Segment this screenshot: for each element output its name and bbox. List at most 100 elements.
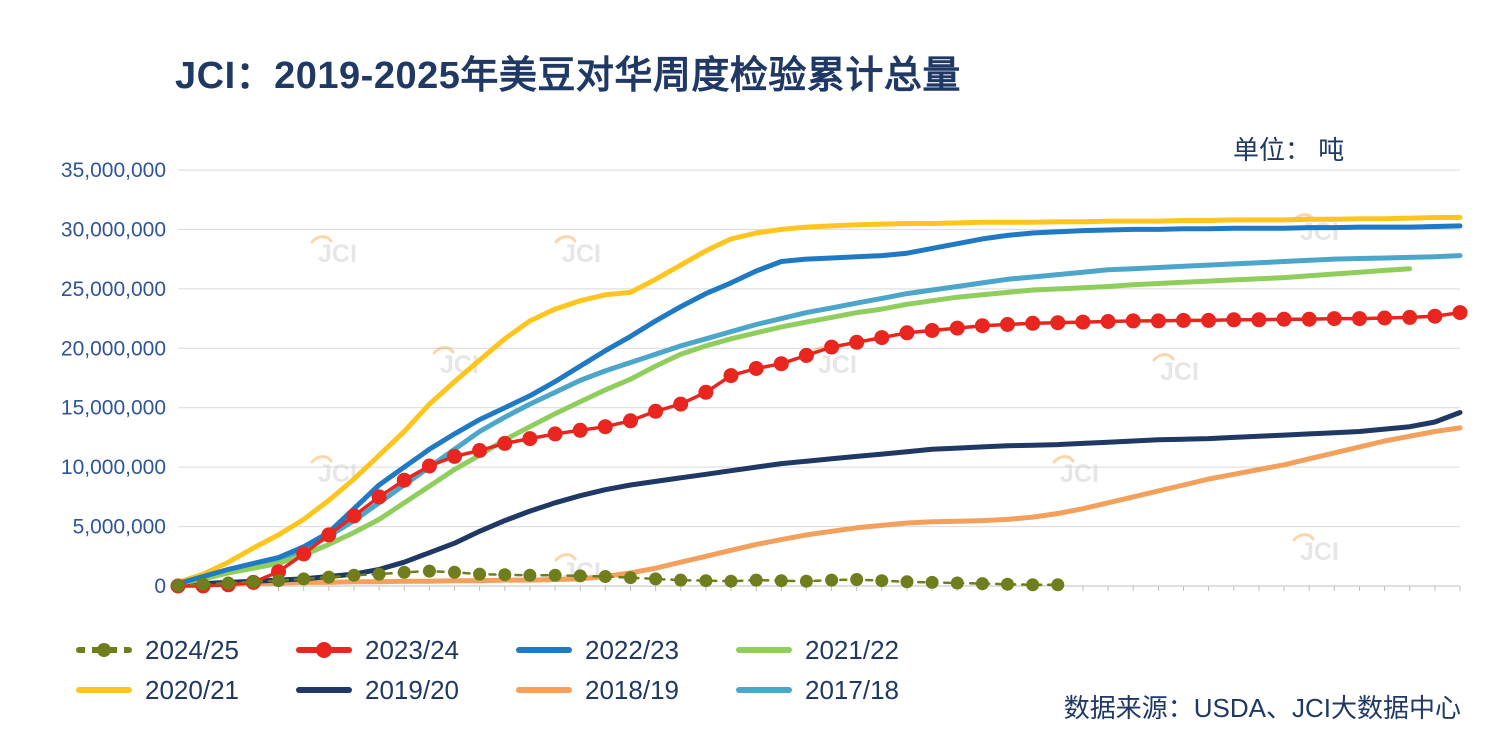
series-marker	[649, 572, 663, 586]
series-marker	[572, 422, 588, 438]
series-marker	[548, 568, 562, 582]
legend-label: 2021/22	[805, 634, 899, 665]
legend-swatch	[516, 647, 572, 653]
jci-watermark: JCI	[310, 455, 357, 488]
series-line	[175, 253, 1463, 585]
legend-swatch	[296, 642, 352, 658]
legend-label: 2020/21	[145, 674, 239, 705]
series-marker	[598, 570, 612, 583]
y-axis-label: 10,000,000	[61, 456, 166, 479]
legend-item-2022-23: 2022/23	[516, 630, 736, 670]
series-marker	[447, 448, 462, 464]
watermark-swoosh-icon	[432, 346, 455, 355]
series-marker	[396, 472, 412, 488]
series-marker	[1176, 312, 1191, 328]
legend-label: 2019/20	[365, 674, 459, 705]
series-marker	[748, 361, 764, 376]
y-axis-label: 35,000,000	[61, 159, 166, 182]
series-marker	[1051, 578, 1065, 592]
series-marker	[346, 508, 362, 524]
legend-swatch	[76, 687, 132, 693]
series-marker	[1326, 311, 1342, 327]
series-marker	[1402, 309, 1418, 325]
legend-item-2023-24: 2023/24	[296, 630, 516, 670]
series-marker	[824, 339, 840, 355]
series-marker	[321, 527, 337, 543]
watermark-text: JCI	[818, 351, 857, 379]
y-axis-label: 30,000,000	[61, 218, 166, 241]
series-marker	[974, 318, 990, 334]
legend-item-2017-18: 2017/18	[736, 670, 956, 710]
series-line	[176, 310, 1462, 588]
legend-swatch	[516, 687, 572, 693]
series-marker	[422, 564, 436, 578]
series-2017-18	[175, 253, 1463, 585]
series-marker	[421, 458, 437, 474]
watermark-swoosh-icon	[1152, 353, 1175, 362]
watermark-text: JCI	[1300, 538, 1339, 566]
series-marker	[723, 368, 739, 384]
series-marker	[749, 573, 763, 587]
legend-item-2018-19: 2018/19	[516, 670, 736, 710]
series-marker	[900, 575, 914, 589]
series-marker	[1201, 312, 1217, 328]
series-marker	[371, 489, 387, 505]
legend-label: 2023/24	[365, 634, 459, 665]
data-source-note: 数据来源：USDA、JCI大数据中心	[1063, 693, 1461, 723]
series-marker	[1226, 312, 1242, 328]
series-marker	[1125, 313, 1141, 329]
series-marker	[874, 330, 890, 346]
series-marker	[674, 573, 688, 587]
series-marker	[949, 320, 965, 336]
series-marker	[975, 577, 989, 591]
series-marker	[522, 431, 538, 447]
series-marker	[1001, 577, 1014, 591]
series-line	[175, 223, 1463, 587]
series-marker	[950, 576, 964, 590]
series-marker	[1075, 314, 1091, 330]
x-axis-ticks	[177, 586, 1461, 591]
jci-watermark: JCI	[1152, 353, 1199, 386]
y-axis-label: 25,000,000	[61, 278, 166, 301]
series-2023-24	[170, 305, 1468, 594]
watermark-swoosh-icon	[554, 553, 577, 562]
legend-item-2024-25: 2024/25	[76, 630, 296, 670]
watermark-text: JCI	[1160, 358, 1199, 386]
series-2018-19	[175, 425, 1463, 588]
jci-watermark: JCI	[554, 235, 601, 268]
series-marker	[1452, 305, 1468, 321]
legend-label: 2022/23	[585, 634, 679, 665]
series-marker	[171, 578, 185, 592]
series-line	[175, 215, 1463, 585]
series-marker	[899, 325, 915, 341]
series-marker	[1427, 308, 1443, 324]
series-marker	[1100, 314, 1116, 329]
series-marker	[472, 443, 488, 458]
legend-swatch	[76, 643, 132, 657]
series-marker	[1025, 315, 1041, 331]
legend-marker-dot	[316, 642, 332, 658]
watermark-text: JCI	[562, 240, 601, 268]
watermark-text: JCI	[1060, 460, 1099, 488]
series-marker	[498, 568, 512, 582]
series-marker	[221, 576, 235, 590]
series-marker	[825, 573, 839, 587]
cumulative-inspections-line-chart: 0 5,000,000 10,000,000 15,000,000 20,000,000…	[61, 159, 1468, 598]
watermark-swoosh-icon	[1052, 455, 1075, 464]
jci-watermark: JCI	[1052, 455, 1099, 488]
jci-watermark: JCI	[310, 235, 357, 268]
series-marker	[272, 574, 285, 588]
series-marker	[773, 356, 789, 372]
series-marker	[849, 334, 865, 350]
series-marker	[297, 572, 311, 586]
legend-label: 2018/19	[585, 674, 679, 705]
jci-watermark: JCI	[1292, 533, 1339, 566]
series-marker	[724, 574, 738, 588]
series-marker	[497, 435, 513, 451]
series-marker	[1150, 313, 1166, 329]
unit-label: 单位： 吨	[1233, 135, 1345, 165]
watermark-text: JCI	[318, 240, 357, 268]
series-2021-22	[175, 266, 1413, 587]
gridlines	[178, 169, 1460, 587]
